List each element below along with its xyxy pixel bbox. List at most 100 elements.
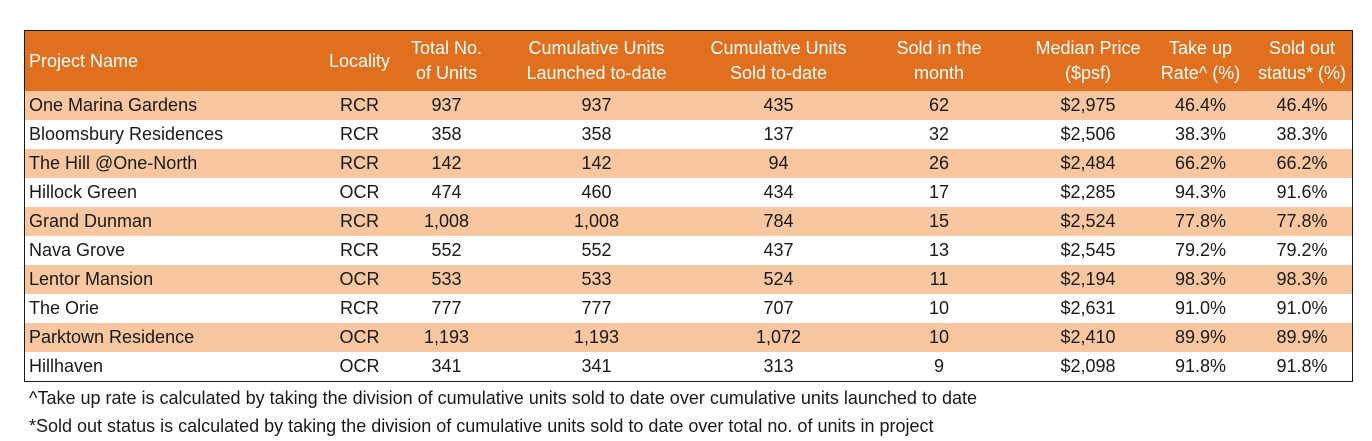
column-header-take-up-rate: Take up Rate^ (%) — [1151, 31, 1250, 91]
cell-total-units: 533 — [404, 265, 489, 294]
table-row: The Orie RCR 777 777 707 10 $2,631 91.0% 91.0% — [25, 294, 1352, 323]
take-up-rate-note: ^Take up rate is calculated by taking th… — [29, 388, 977, 408]
cell-sold-in-month: 9 — [853, 352, 1025, 381]
cell-cumulative-launched: 341 — [489, 352, 704, 381]
cell-locality: RCR — [315, 91, 404, 120]
cell-cumulative-launched: 358 — [489, 120, 704, 149]
cell-cumulative-sold: 524 — [704, 265, 853, 294]
cell-sold-out-status: 91.8% — [1250, 352, 1352, 381]
table-row: The Hill @One-North RCR 142 142 94 26 $2,484 66… — [25, 149, 1352, 178]
column-header-sold-in-month: Sold in the month — [853, 31, 1025, 91]
table-row: Nava Grove RCR 552 552 437 13 $2,545 79.2% 79.2% — [25, 236, 1352, 265]
cell-cumulative-sold: 435 — [704, 91, 853, 120]
cell-sold-in-month: 32 — [853, 120, 1025, 149]
cell-sold-out-status: 46.4% — [1250, 91, 1352, 120]
cell-total-units: 777 — [404, 294, 489, 323]
cell-locality: OCR — [315, 352, 404, 381]
cell-median-price: $2,975 — [1025, 91, 1151, 120]
cell-locality: RCR — [315, 294, 404, 323]
cell-project-name: Lentor Mansion — [25, 265, 315, 294]
cell-cumulative-sold: 313 — [704, 352, 853, 381]
cell-locality: RCR — [315, 149, 404, 178]
cell-project-name: The Hill @One-North — [25, 149, 315, 178]
cell-cumulative-sold: 784 — [704, 207, 853, 236]
cell-cumulative-launched: 533 — [489, 265, 704, 294]
cell-total-units: 1,008 — [404, 207, 489, 236]
cell-median-price: $2,285 — [1025, 178, 1151, 207]
cell-total-units: 474 — [404, 178, 489, 207]
cell-cumulative-launched: 937 — [489, 91, 704, 120]
cell-median-price: $2,545 — [1025, 236, 1151, 265]
cell-take-up-rate: 79.2% — [1151, 236, 1250, 265]
cell-project-name: Nava Grove — [25, 236, 315, 265]
cell-median-price: $2,631 — [1025, 294, 1151, 323]
cell-total-units: 552 — [404, 236, 489, 265]
cell-project-name: Hillock Green — [25, 178, 315, 207]
cell-cumulative-launched: 552 — [489, 236, 704, 265]
column-header-project-name: Project Name — [25, 31, 315, 91]
cell-cumulative-sold: 1,072 — [704, 323, 853, 352]
cell-project-name: One Marina Gardens — [25, 91, 315, 120]
cell-locality: RCR — [315, 236, 404, 265]
cell-sold-out-status: 66.2% — [1250, 149, 1352, 178]
cell-total-units: 937 — [404, 91, 489, 120]
cell-locality: OCR — [315, 323, 404, 352]
cell-project-name: Grand Dunman — [25, 207, 315, 236]
cell-median-price: $2,098 — [1025, 352, 1151, 381]
column-header-total-units: Total No. of Units — [404, 31, 489, 91]
cell-sold-in-month: 17 — [853, 178, 1025, 207]
cell-sold-out-status: 77.8% — [1250, 207, 1352, 236]
cell-sold-in-month: 15 — [853, 207, 1025, 236]
cell-sold-in-month: 11 — [853, 265, 1025, 294]
cell-median-price: $2,484 — [1025, 149, 1151, 178]
cell-sold-in-month: 26 — [853, 149, 1025, 178]
cell-locality: RCR — [315, 120, 404, 149]
table-row: Bloomsbury Residences RCR 358 358 137 32 $2,50… — [25, 120, 1352, 149]
cell-total-units: 142 — [404, 149, 489, 178]
cell-take-up-rate: 91.0% — [1151, 294, 1250, 323]
cell-median-price: $2,410 — [1025, 323, 1151, 352]
cell-cumulative-sold: 707 — [704, 294, 853, 323]
cell-sold-out-status: 91.0% — [1250, 294, 1352, 323]
cell-sold-out-status: 79.2% — [1250, 236, 1352, 265]
cell-cumulative-sold: 434 — [704, 178, 853, 207]
cell-take-up-rate: 66.2% — [1151, 149, 1250, 178]
table-body: One Marina Gardens RCR 937 937 435 62 $2,975 46… — [25, 91, 1352, 381]
cell-median-price: $2,524 — [1025, 207, 1151, 236]
cell-cumulative-sold: 94 — [704, 149, 853, 178]
cell-cumulative-sold: 437 — [704, 236, 853, 265]
cell-cumulative-launched: 1,008 — [489, 207, 704, 236]
cell-sold-in-month: 10 — [853, 323, 1025, 352]
column-header-cumulative-sold: Cumulative Units Sold to-date — [704, 31, 853, 91]
cell-median-price: $2,506 — [1025, 120, 1151, 149]
cell-project-name: Hillhaven — [25, 352, 315, 381]
table-row: Hillhaven OCR 341 341 313 9 $2,098 91.8% 91.8% — [25, 352, 1352, 381]
column-header-sold-out-status: Sold out status* (%) — [1250, 31, 1352, 91]
cell-take-up-rate: 91.8% — [1151, 352, 1250, 381]
cell-take-up-rate: 98.3% — [1151, 265, 1250, 294]
cell-sold-in-month: 10 — [853, 294, 1025, 323]
cell-sold-in-month: 62 — [853, 91, 1025, 120]
cell-project-name: Bloomsbury Residences — [25, 120, 315, 149]
project-sales-table-frame: Project Name Locality Total No. of Units Cum… — [24, 30, 1353, 382]
cell-sold-out-status: 38.3% — [1250, 120, 1352, 149]
cell-locality: RCR — [315, 207, 404, 236]
cell-sold-out-status: 98.3% — [1250, 265, 1352, 294]
cell-total-units: 341 — [404, 352, 489, 381]
cell-sold-out-status: 91.6% — [1250, 178, 1352, 207]
cell-project-name: Parktown Residence — [25, 323, 315, 352]
cell-take-up-rate: 77.8% — [1151, 207, 1250, 236]
column-header-cumulative-launched: Cumulative Units Launched to-date — [489, 31, 704, 91]
cell-take-up-rate: 38.3% — [1151, 120, 1250, 149]
header-row: Project Name Locality Total No. of Units Cum… — [25, 31, 1352, 91]
cell-cumulative-launched: 460 — [489, 178, 704, 207]
project-sales-table: Project Name Locality Total No. of Units Cum… — [25, 31, 1352, 381]
cell-take-up-rate: 46.4% — [1151, 91, 1250, 120]
cell-cumulative-sold: 137 — [704, 120, 853, 149]
cell-sold-out-status: 89.9% — [1250, 323, 1352, 352]
cell-cumulative-launched: 1,193 — [489, 323, 704, 352]
footnotes: ^Take up rate is calculated by taking th… — [29, 384, 977, 440]
cell-take-up-rate: 94.3% — [1151, 178, 1250, 207]
cell-cumulative-launched: 777 — [489, 294, 704, 323]
cell-total-units: 358 — [404, 120, 489, 149]
